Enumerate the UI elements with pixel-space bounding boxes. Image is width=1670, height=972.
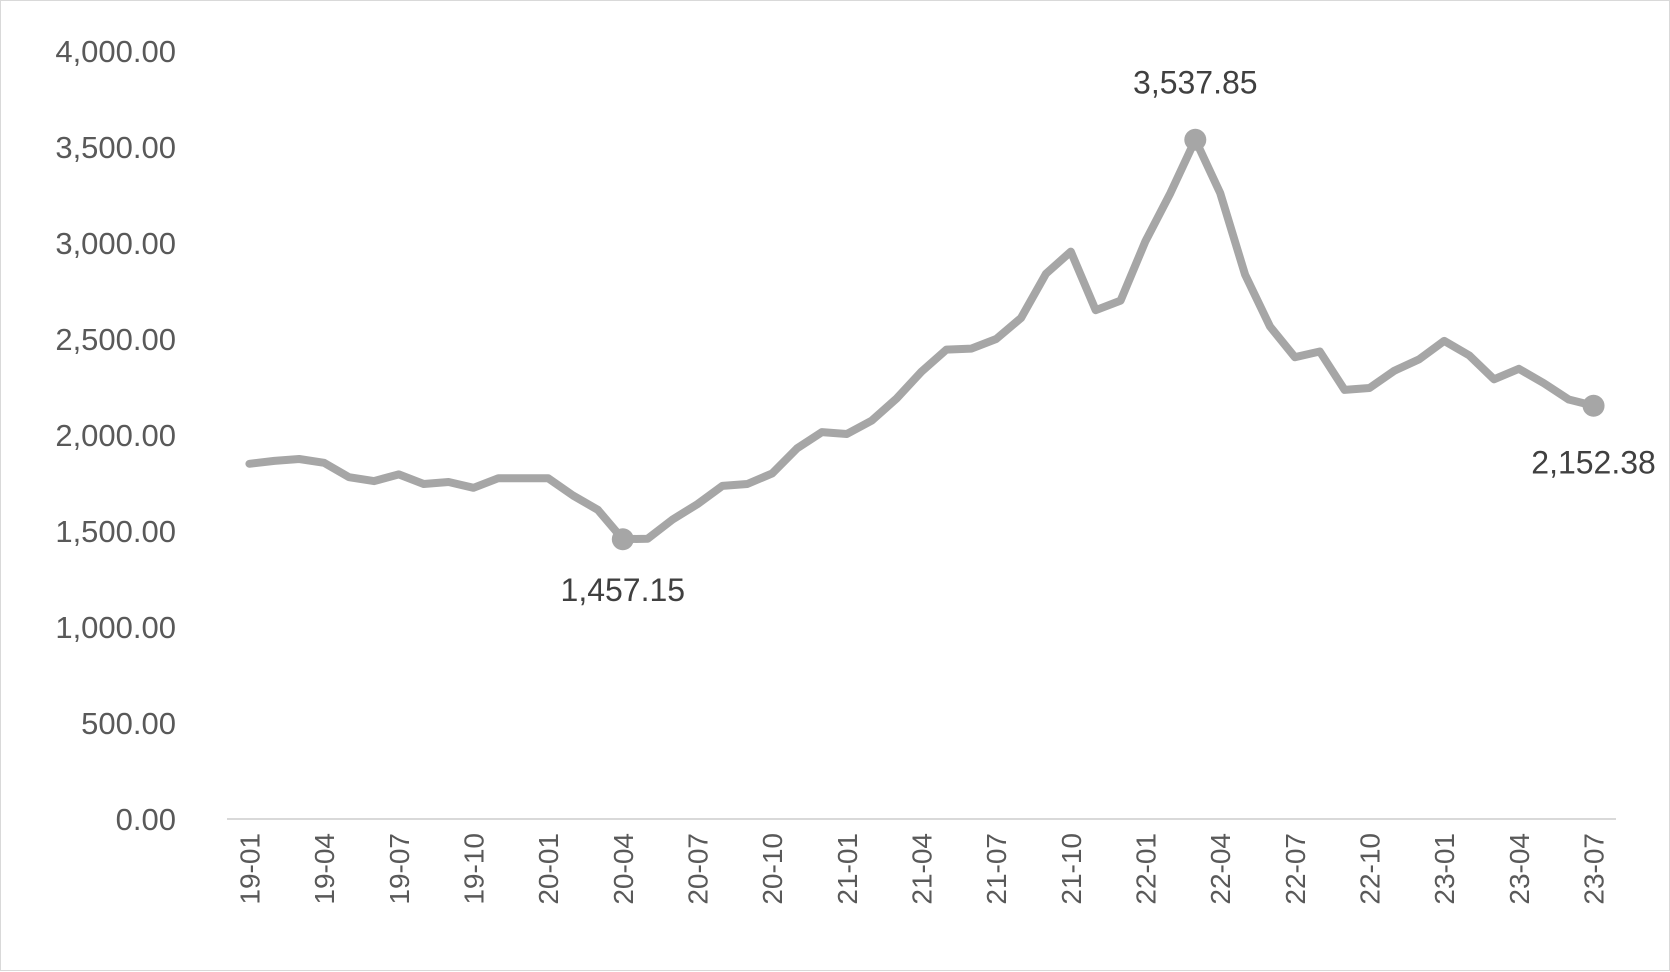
data-label: 3,537.85 [1133, 65, 1258, 101]
data-label: 1,457.15 [561, 572, 686, 608]
y-tick-label: 2,500.00 [55, 322, 176, 357]
x-tick-label: 19-04 [309, 833, 340, 905]
x-tick-label: 19-10 [458, 833, 489, 905]
y-tick-label: 1,000.00 [55, 610, 176, 645]
x-tick-label: 21-07 [981, 833, 1012, 905]
x-tick-label: 22-10 [1355, 833, 1386, 905]
y-tick-label: 500.00 [81, 706, 176, 741]
x-tick-label: 20-10 [757, 833, 788, 905]
y-tick-label: 0.00 [116, 802, 176, 837]
x-tick-label: 21-01 [832, 833, 863, 905]
annotation-markers: 1,457.15 3,537.85 2,152.38 [561, 65, 1656, 608]
x-tick-label: 22-04 [1205, 833, 1236, 905]
data-point-marker [611, 528, 634, 551]
x-tick-label: 20-07 [682, 833, 713, 905]
y-tick-label: 4,000.00 [55, 34, 176, 69]
y-axis-ticks: 0.00 500.00 1,000.00 1,500.00 2,000.00 2,500.… [55, 34, 176, 837]
x-tick-label: 20-01 [533, 833, 564, 905]
y-tick-label: 3,000.00 [55, 226, 176, 261]
x-axis-ticks: 19-01 19-04 19-07 19-10 20-01 20-04 20-07 20-10… [234, 833, 1609, 905]
data-point-marker [1184, 128, 1207, 151]
y-tick-label: 1,500.00 [55, 514, 176, 549]
x-tick-label: 19-01 [234, 833, 265, 905]
x-tick-label: 21-04 [907, 833, 938, 905]
x-tick-label: 20-04 [608, 833, 639, 905]
x-tick-label: 22-07 [1280, 833, 1311, 905]
x-tick-label: 23-01 [1429, 833, 1460, 905]
y-tick-label: 3,500.00 [55, 130, 176, 165]
series-line [245, 135, 1598, 544]
x-tick-label: 19-07 [384, 833, 415, 905]
y-tick-label: 2,000.00 [55, 418, 176, 453]
data-label: 2,152.38 [1531, 445, 1656, 481]
x-tick-label: 22-01 [1131, 833, 1162, 905]
data-point-marker [1582, 394, 1605, 417]
x-tick-label: 23-04 [1504, 833, 1535, 905]
x-tick-label: 21-10 [1056, 833, 1087, 905]
x-tick-label: 23-07 [1579, 833, 1610, 905]
